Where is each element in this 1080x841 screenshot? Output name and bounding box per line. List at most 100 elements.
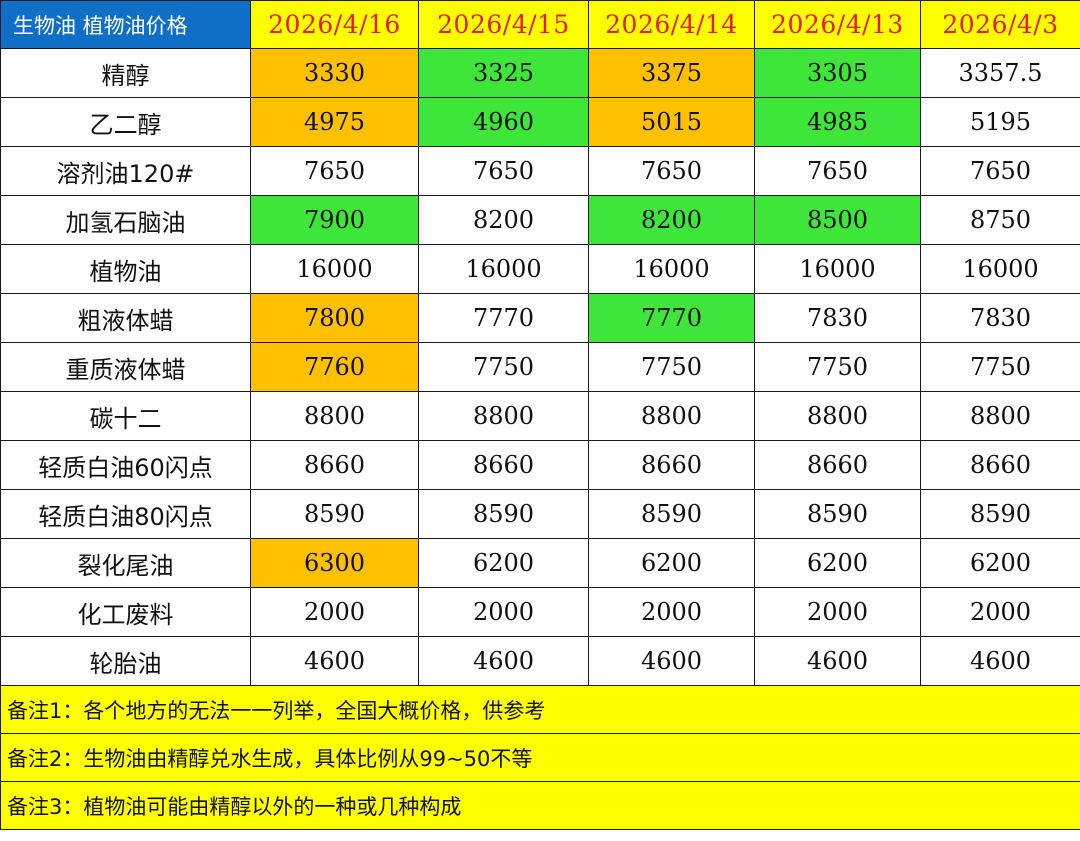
product-name: 重质液体蜡 — [0, 342, 251, 392]
table-row: 化工废料 2000 2000 2000 2000 2000 — [0, 587, 1080, 637]
price-cell: 6200 — [588, 538, 755, 588]
price-cell: 4600 — [250, 636, 419, 686]
price-cell: 6200 — [920, 538, 1080, 588]
table-row: 粗液体蜡 7800 7770 7770 7830 7830 — [0, 293, 1080, 343]
price-cell: 8660 — [418, 440, 589, 490]
price-cell: 8800 — [418, 391, 589, 441]
price-cell: 8660 — [754, 440, 921, 490]
price-cell: 16000 — [588, 244, 755, 294]
price-cell: 7900 — [250, 195, 419, 245]
price-cell: 4600 — [754, 636, 921, 686]
price-cell: 8800 — [250, 391, 419, 441]
price-cell: 8800 — [754, 391, 921, 441]
price-cell: 7750 — [418, 342, 589, 392]
product-name: 精醇 — [0, 48, 251, 98]
price-cell: 8200 — [418, 195, 589, 245]
note-row: 备注1：各个地方的无法一一列举，全国大概价格，供参考 — [0, 685, 1080, 734]
price-cell: 6200 — [754, 538, 921, 588]
table-row: 重质液体蜡 7760 7750 7750 7750 7750 — [0, 342, 1080, 392]
price-cell: 8660 — [920, 440, 1080, 490]
price-cell: 3330 — [250, 48, 419, 98]
product-name: 化工废料 — [0, 587, 251, 637]
date-header: 2026/4/13 — [754, 0, 921, 49]
price-cell: 4600 — [920, 636, 1080, 686]
price-cell: 4985 — [754, 97, 921, 147]
price-cell: 3305 — [754, 48, 921, 98]
price-cell: 8590 — [588, 489, 755, 539]
table-title: 生物油 植物油价格 — [0, 0, 251, 49]
price-cell: 3325 — [418, 48, 589, 98]
table-row: 轻质白油80闪点 8590 8590 8590 8590 8590 — [0, 489, 1080, 539]
price-cell: 2000 — [754, 587, 921, 637]
date-header: 2026/4/16 — [250, 0, 419, 49]
price-cell: 8590 — [920, 489, 1080, 539]
price-cell: 7830 — [920, 293, 1080, 343]
price-cell: 7770 — [418, 293, 589, 343]
price-cell: 8500 — [754, 195, 921, 245]
price-cell: 16000 — [418, 244, 589, 294]
table-row: 碳十二 8800 8800 8800 8800 8800 — [0, 391, 1080, 441]
price-cell: 7830 — [754, 293, 921, 343]
table-row: 轻质白油60闪点 8660 8660 8660 8660 8660 — [0, 440, 1080, 490]
table-row: 植物油 16000 16000 16000 16000 16000 — [0, 244, 1080, 294]
price-cell: 2000 — [418, 587, 589, 637]
price-cell: 7760 — [250, 342, 419, 392]
price-cell: 7750 — [920, 342, 1080, 392]
product-name: 植物油 — [0, 244, 251, 294]
note-text: 备注3：植物油可能由精醇以外的一种或几种构成 — [0, 781, 1080, 830]
price-cell: 7650 — [250, 146, 419, 196]
price-cell: 16000 — [250, 244, 419, 294]
date-header: 2026/4/14 — [588, 0, 755, 49]
price-cell: 8800 — [920, 391, 1080, 441]
header-row: 生物油 植物油价格 2026/4/16 2026/4/15 2026/4/14 … — [0, 0, 1080, 49]
product-name: 轻质白油80闪点 — [0, 489, 251, 539]
price-cell: 7650 — [588, 146, 755, 196]
price-cell: 2000 — [920, 587, 1080, 637]
table-row: 轮胎油 4600 4600 4600 4600 4600 — [0, 636, 1080, 686]
price-cell: 5195 — [920, 97, 1080, 147]
product-name: 轮胎油 — [0, 636, 251, 686]
table-row: 溶剂油120# 7650 7650 7650 7650 7650 — [0, 146, 1080, 196]
note-row: 备注3：植物油可能由精醇以外的一种或几种构成 — [0, 781, 1080, 830]
price-cell: 4960 — [418, 97, 589, 147]
price-cell: 8590 — [754, 489, 921, 539]
price-cell: 7750 — [754, 342, 921, 392]
price-cell: 16000 — [920, 244, 1080, 294]
price-cell: 7650 — [920, 146, 1080, 196]
note-row: 备注2：生物油由精醇兑水生成，具体比例从99~50不等 — [0, 733, 1080, 782]
price-cell: 8750 — [920, 195, 1080, 245]
date-header: 2026/4/15 — [418, 0, 589, 49]
product-name: 碳十二 — [0, 391, 251, 441]
table-row: 精醇 3330 3325 3375 3305 3357.5 — [0, 48, 1080, 98]
product-name: 粗液体蜡 — [0, 293, 251, 343]
price-cell: 8590 — [418, 489, 589, 539]
price-cell: 4975 — [250, 97, 419, 147]
price-cell: 7650 — [754, 146, 921, 196]
price-cell: 2000 — [588, 587, 755, 637]
price-cell: 6200 — [418, 538, 589, 588]
price-cell: 8200 — [588, 195, 755, 245]
price-cell: 8660 — [588, 440, 755, 490]
price-cell: 8590 — [250, 489, 419, 539]
price-cell: 6300 — [250, 538, 419, 588]
product-name: 轻质白油60闪点 — [0, 440, 251, 490]
price-cell: 2000 — [250, 587, 419, 637]
price-cell: 8800 — [588, 391, 755, 441]
price-cell: 4600 — [588, 636, 755, 686]
price-cell: 7650 — [418, 146, 589, 196]
price-cell: 16000 — [754, 244, 921, 294]
price-cell: 3375 — [588, 48, 755, 98]
product-name: 溶剂油120# — [0, 146, 251, 196]
price-cell: 7750 — [588, 342, 755, 392]
price-cell: 4600 — [418, 636, 589, 686]
note-text: 备注2：生物油由精醇兑水生成，具体比例从99~50不等 — [0, 733, 1080, 782]
price-cell: 5015 — [588, 97, 755, 147]
product-name: 裂化尾油 — [0, 538, 251, 588]
price-cell: 7770 — [588, 293, 755, 343]
note-text: 备注1：各个地方的无法一一列举，全国大概价格，供参考 — [0, 685, 1080, 734]
date-header: 2026/4/3 — [920, 0, 1080, 49]
price-cell: 3357.5 — [920, 48, 1080, 98]
